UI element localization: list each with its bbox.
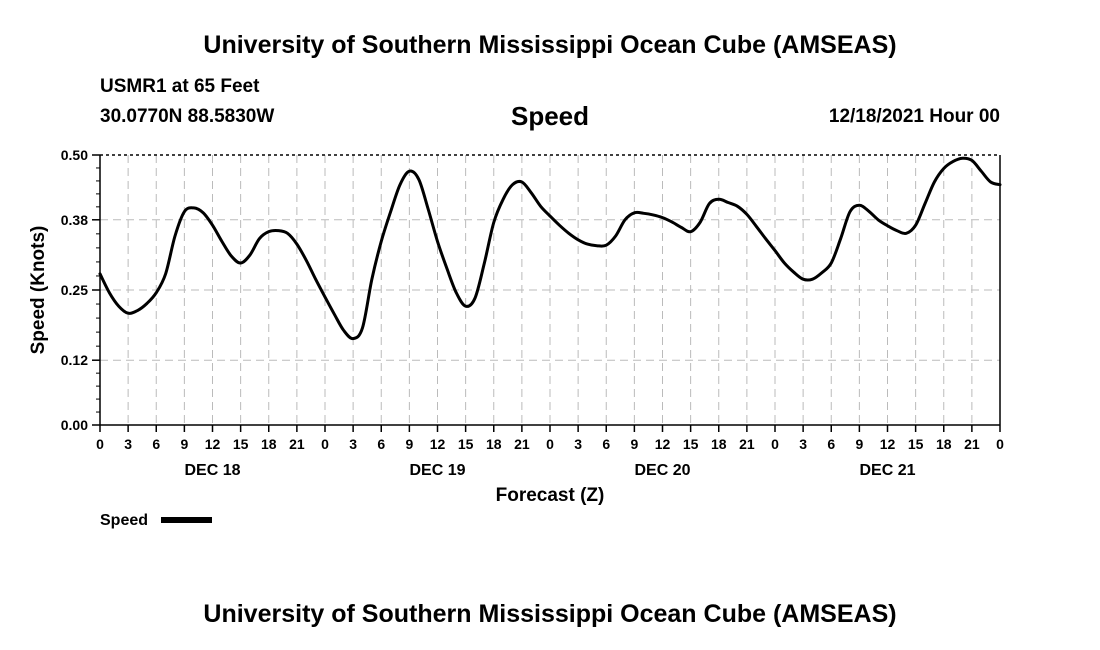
x-tick-label: 9	[630, 436, 638, 452]
x-tick-label: 6	[377, 436, 385, 452]
x-tick-label: 3	[124, 436, 132, 452]
x-tick-label: 18	[711, 436, 727, 452]
x-tick-label: 18	[486, 436, 502, 452]
x-tick-label: 12	[430, 436, 446, 452]
x-tick-label: 0	[996, 436, 1004, 452]
x-tick-label: 21	[289, 436, 305, 452]
x-tick-label: 3	[349, 436, 357, 452]
x-tick-label: 12	[205, 436, 221, 452]
x-tick-label: 21	[739, 436, 755, 452]
x-tick-label: 15	[233, 436, 249, 452]
x-tick-label: 21	[514, 436, 530, 452]
x-tick-label: 6	[152, 436, 160, 452]
x-tick-label: 15	[908, 436, 924, 452]
x-tick-label: 15	[458, 436, 474, 452]
speed-series-line	[98, 156, 1002, 341]
x-tick-label: 0	[321, 436, 329, 452]
x-day-label: DEC 18	[184, 462, 240, 479]
x-tick-label: 6	[827, 436, 835, 452]
x-day-label: DEC 21	[859, 462, 915, 479]
x-day-label: DEC 19	[409, 462, 465, 479]
x-tick-label: 9	[180, 436, 188, 452]
x-tick-label: 18	[936, 436, 952, 452]
x-tick-label: 15	[683, 436, 699, 452]
x-tick-label: 12	[880, 436, 896, 452]
y-tick-label: 0.00	[61, 417, 88, 433]
x-tick-label: 9	[405, 436, 413, 452]
x-tick-label: 6	[602, 436, 610, 452]
footer-title: University of Southern Mississippi Ocean…	[203, 600, 897, 628]
x-tick-label: 9	[855, 436, 863, 452]
y-axis-title: Speed (Knots)	[28, 226, 49, 355]
x-tick-label: 0	[771, 436, 779, 452]
x-tick-label: 21	[964, 436, 980, 452]
coordinates-label: 30.0770N 88.5830W	[100, 106, 275, 127]
x-day-label: DEC 20	[634, 462, 690, 479]
legend-label: Speed	[100, 512, 148, 529]
y-tick-label: 0.38	[61, 212, 88, 228]
chart-title: University of Southern Mississippi Ocean…	[203, 31, 897, 59]
x-axis-title: Forecast (Z)	[496, 485, 605, 506]
x-tick-label: 3	[574, 436, 582, 452]
y-tick-label: 0.50	[61, 147, 88, 163]
y-tick-label: 0.12	[61, 352, 88, 368]
x-tick-label: 18	[261, 436, 277, 452]
y-tick-label: 0.25	[61, 282, 88, 298]
x-tick-label: 3	[799, 436, 807, 452]
x-tick-label: 12	[655, 436, 671, 452]
variable-title: Speed	[510, 101, 590, 131]
x-tick-label: 0	[96, 436, 104, 452]
forecast-datetime: 12/18/2021 Hour 00	[828, 106, 1000, 127]
x-tick-label: 0	[546, 436, 554, 452]
station-label: USMR1 at 65 Feet	[100, 76, 260, 97]
